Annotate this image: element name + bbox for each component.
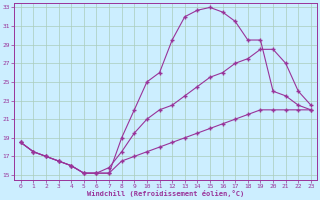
X-axis label: Windchill (Refroidissement éolien,°C): Windchill (Refroidissement éolien,°C) (87, 190, 244, 197)
